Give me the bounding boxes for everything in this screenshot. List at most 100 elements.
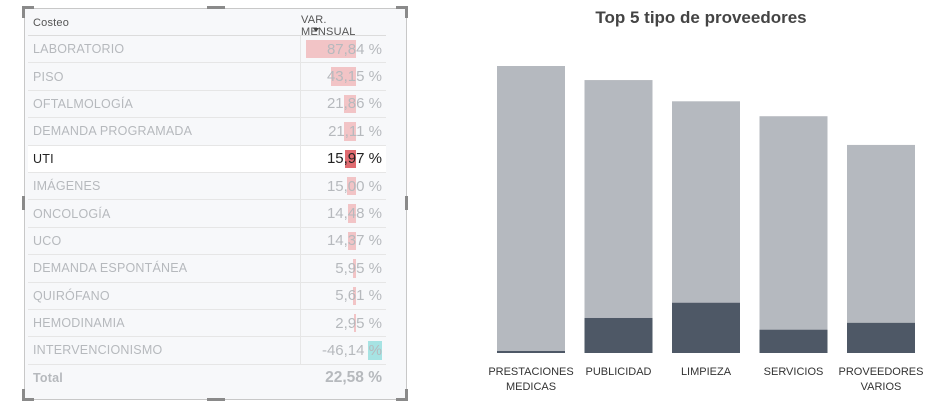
x-tick-label: SERVICIOS	[764, 366, 824, 378]
column-header-costeo[interactable]: Costeo	[33, 16, 70, 29]
resize-handle-top[interactable]	[207, 6, 225, 9]
chart-title: Top 5 tipo de proveedores	[595, 8, 807, 27]
row-label: OFTALMOLOGÍA	[33, 96, 134, 111]
data-bar	[347, 176, 356, 196]
table-row[interactable]: OFTALMOLOGÍA 21,86 %	[28, 90, 386, 119]
bar-highlight[interactable]	[497, 350, 565, 353]
row-label: PISO	[33, 69, 64, 84]
table-row[interactable]: UTI 15,97 %	[28, 145, 386, 173]
x-tick-label: PROVEEDORES	[839, 366, 924, 378]
resize-handle-bottom-right-vertical[interactable]	[405, 389, 408, 401]
row-label: IMÁGENES	[33, 179, 101, 194]
x-tick-label: MEDICAS	[506, 381, 556, 393]
row-value: 2,95 %	[335, 314, 382, 332]
row-value: 15,97 %	[326, 150, 382, 168]
costeo-table: Costeo VAR. MENSUAL LABORATORIO 87,84 % PI…	[28, 10, 386, 392]
bar-highlight[interactable]	[584, 317, 653, 353]
resize-handle-bottom[interactable]	[207, 398, 225, 401]
bar-total[interactable]	[584, 80, 653, 354]
resize-handle-right[interactable]	[405, 196, 408, 210]
row-value: 5,95 %	[335, 259, 382, 277]
value-cell: 15,00 %	[301, 173, 386, 199]
resize-handle-bottom-left[interactable]	[22, 398, 34, 401]
table-row[interactable]: IMÁGENES 15,00 %	[28, 172, 386, 201]
resize-handle-left[interactable]	[22, 196, 25, 210]
row-label: HEMODINAMIA	[33, 316, 125, 331]
column-divider	[300, 90, 301, 118]
data-bar	[354, 313, 356, 333]
row-label: INTERVENCIONISMO	[33, 343, 163, 358]
column-divider	[300, 337, 301, 364]
bar-highlight[interactable]	[847, 322, 915, 353]
row-label: DEMANDA ESPONTÁNEA	[33, 261, 188, 276]
bar-total[interactable]	[759, 116, 828, 353]
value-cell: 21,86 %	[301, 91, 386, 117]
bar-highlight[interactable]	[759, 329, 828, 353]
row-label: UCO	[33, 233, 62, 248]
column-divider	[300, 200, 301, 227]
x-tick-label: VARIOS	[861, 381, 902, 393]
table-row[interactable]: DEMANDA PROGRAMADA 21,11 %	[28, 118, 386, 146]
total-value: 22,58 %	[325, 369, 382, 387]
data-bar	[343, 122, 356, 141]
x-tick-label: PUBLICIDAD	[585, 366, 651, 378]
table-row[interactable]: PISO 43,15 %	[28, 63, 386, 91]
sort-descending-icon[interactable]	[313, 28, 319, 32]
resize-handle-top-right[interactable]	[396, 6, 408, 9]
table-row[interactable]: HEMODINAMIA 2,95 %	[28, 309, 386, 338]
column-divider	[300, 282, 301, 309]
column-divider	[300, 255, 301, 282]
row-value: 14,37 %	[326, 232, 382, 250]
value-cell: 2,95 %	[301, 310, 386, 336]
value-cell: -46,14 %	[301, 337, 386, 363]
value-cell: 5,95 %	[301, 255, 386, 281]
row-value: 15,00 %	[326, 177, 382, 195]
x-tick-label: LIMPIEZA	[681, 366, 732, 378]
resize-handle-top-left-vertical[interactable]	[22, 6, 25, 18]
row-value: 87,84 %	[326, 40, 382, 58]
data-bar	[352, 286, 356, 305]
row-label: DEMANDA PROGRAMADA	[33, 124, 193, 139]
resize-handle-top-right-vertical[interactable]	[405, 6, 408, 18]
table-body: LABORATORIO 87,84 % PISO 43,15 % OFTALMOLOGÍ…	[28, 36, 386, 365]
column-divider	[300, 118, 301, 145]
row-value: -46,14 %	[321, 341, 382, 359]
column-header-var-mensual[interactable]: VAR. MENSUAL	[301, 10, 386, 38]
data-bar	[352, 259, 356, 278]
table-row[interactable]: UCO 14,37 %	[28, 227, 386, 256]
data-bar	[343, 94, 356, 114]
table-row[interactable]: ONCOLOGÍA 14,48 %	[28, 200, 386, 228]
table-row[interactable]: QUIRÓFANO 5,61 %	[28, 282, 386, 310]
resize-handle-top-left[interactable]	[22, 6, 34, 9]
value-cell: 5,61 %	[301, 283, 386, 309]
resize-handle-bottom-left-vertical[interactable]	[22, 389, 25, 401]
data-bar	[345, 149, 356, 168]
bar-total[interactable]	[497, 66, 565, 353]
row-label: QUIRÓFANO	[33, 288, 110, 303]
bar-total[interactable]	[847, 144, 915, 353]
resize-handle-bottom-right[interactable]	[396, 398, 408, 401]
row-value: 14,48 %	[326, 205, 382, 223]
data-bar	[347, 231, 356, 251]
table-row[interactable]: DEMANDA ESPONTÁNEA 5,95 %	[28, 255, 386, 283]
column-divider	[300, 63, 301, 90]
table-total-row: Total 22,58 %	[28, 365, 386, 392]
row-label: UTI	[33, 151, 54, 166]
column-divider	[300, 172, 301, 200]
row-value: 43,15 %	[326, 68, 382, 86]
table-row[interactable]: LABORATORIO 87,84 %	[28, 36, 386, 64]
value-cell: 14,48 %	[301, 200, 386, 226]
column-divider	[300, 36, 301, 63]
data-bar	[347, 204, 356, 223]
column-divider	[300, 309, 301, 337]
value-cell: 21,11 %	[301, 118, 386, 144]
data-bar	[331, 67, 356, 86]
row-value: 21,86 %	[326, 95, 382, 113]
bar-highlight[interactable]	[672, 302, 740, 353]
table-row[interactable]: INTERVENCIONISMO -46,14 %	[28, 337, 386, 365]
data-bar	[368, 341, 382, 360]
column-divider	[300, 227, 301, 255]
value-cell: 87,84 %	[301, 36, 386, 62]
total-label: Total	[33, 371, 63, 386]
